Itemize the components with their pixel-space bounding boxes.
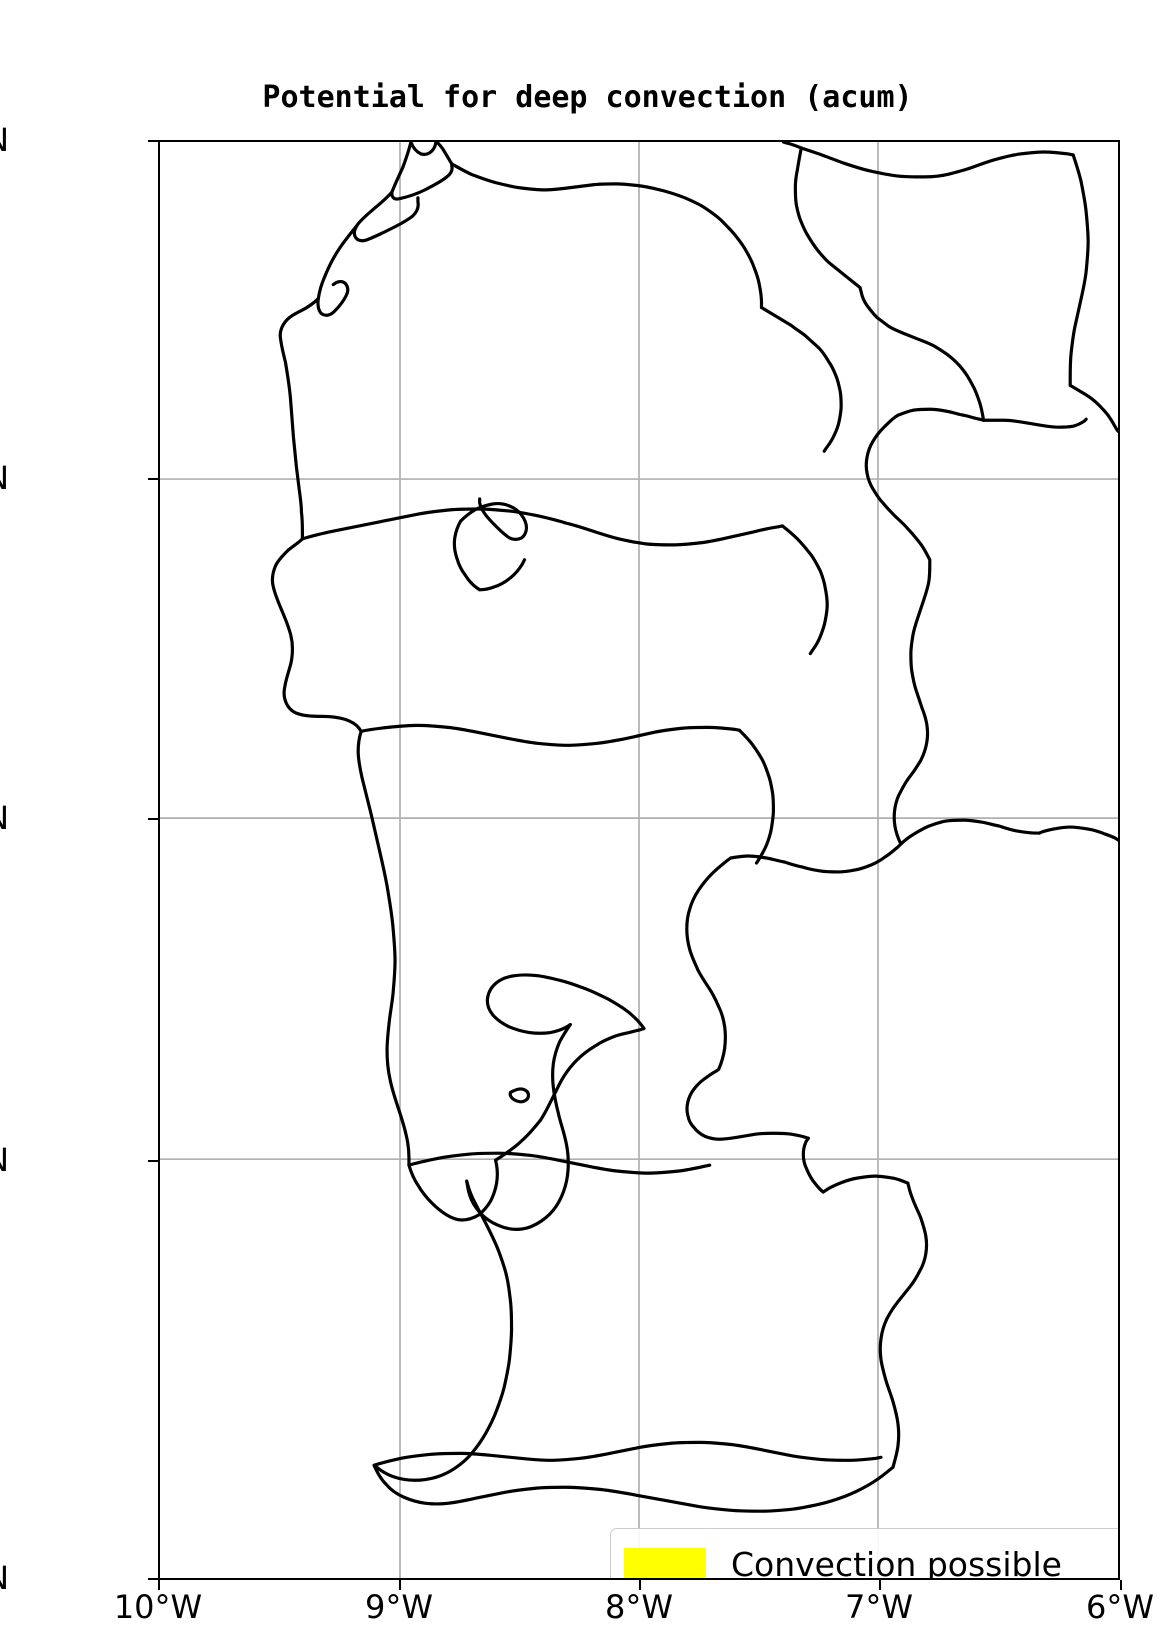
map-canvas — [160, 142, 1118, 1578]
xtick-label-8W: 8°W — [605, 1588, 673, 1626]
district-boundaries-south — [372, 1440, 883, 1467]
ytick-label-38N: 38°N — [0, 1141, 9, 1179]
ytick-mark-39-5N — [148, 818, 158, 821]
coastline-and-border — [270, 142, 1118, 1513]
ytick-label-42-5N: 42.5°N — [0, 121, 9, 159]
portugal-spain-border-central — [685, 407, 1041, 1141]
map-legend[interactable]: Convection possible Strong Convection po… — [610, 1528, 1118, 1580]
xtick-label-6W: 6°W — [1086, 1588, 1154, 1626]
ytick-mark-36-5N — [148, 1578, 158, 1581]
map-gridlines — [160, 142, 1118, 1578]
alentejo-algarve-coast — [372, 1179, 895, 1513]
ytick-label-36-5N: 36.5°N — [0, 1559, 9, 1597]
district-boundaries-north — [300, 162, 843, 656]
xtick-label-7W: 7°W — [845, 1588, 913, 1626]
xtick-label-9W: 9°W — [365, 1588, 433, 1626]
setubal-sado-estuary — [465, 1022, 572, 1231]
ytick-mark-38N — [148, 1160, 158, 1163]
spain-provincial-boundaries — [981, 153, 1118, 842]
legend-label-convection-possible: Convection possible — [731, 1545, 1062, 1580]
district-boundaries-centre — [359, 723, 776, 1175]
xtick-mark-8W — [639, 1580, 642, 1590]
portugal-atlantic-coast — [270, 142, 499, 1222]
portugal-spain-border-north — [435, 142, 986, 422]
ytick-mark-42-5N — [148, 140, 158, 143]
xtick-mark-9W — [399, 1580, 402, 1590]
xtick-label-10W: 10°W — [113, 1588, 203, 1626]
xtick-mark-6W — [1120, 1580, 1123, 1590]
ytick-mark-41N — [148, 478, 158, 481]
guadiana-border-south — [801, 1136, 929, 1469]
xtick-mark-7W — [879, 1580, 882, 1590]
map-plot-area[interactable]: Convection possible Strong Convection po… — [158, 140, 1120, 1580]
chart-title-line-1: Potential for deep convection (acum) — [262, 80, 913, 115]
ytick-label-41N: 41°N — [0, 459, 9, 497]
spain-galicia-border — [799, 146, 1075, 179]
tagus-islet — [508, 1087, 531, 1104]
legend-swatch-yellow — [624, 1548, 706, 1578]
legend-item-convection-possible[interactable]: Convection possible — [624, 1541, 1062, 1580]
ria-de-aveiro — [452, 497, 529, 592]
ytick-label-39-5N: 39.5°N — [0, 799, 9, 837]
xtick-mark-10W — [158, 1580, 161, 1590]
tagus-estuary — [485, 973, 646, 1162]
